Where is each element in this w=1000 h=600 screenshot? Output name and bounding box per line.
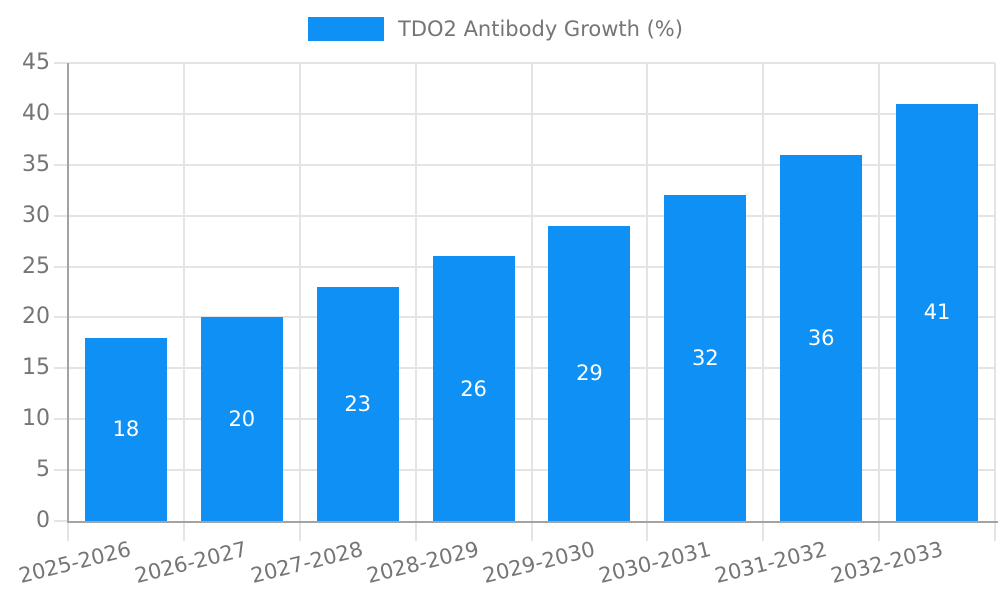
x-gridline xyxy=(878,63,881,521)
bar-value-label: 23 xyxy=(344,391,372,416)
bar-value-label: 20 xyxy=(228,407,256,432)
x-tick-label: 2027-2028 xyxy=(248,537,366,588)
bar: 29 xyxy=(548,225,631,521)
y-axis-tick xyxy=(54,316,68,319)
y-tick-label: 10 xyxy=(22,406,50,432)
y-axis-tick xyxy=(54,163,68,166)
x-axis-tick xyxy=(182,523,185,541)
bar: 18 xyxy=(84,337,167,521)
y-tick-label: 30 xyxy=(22,202,50,228)
bar-value-label: 41 xyxy=(923,300,951,325)
y-axis-tick xyxy=(54,367,68,370)
bar-value-label: 26 xyxy=(460,376,487,401)
x-axis-tick xyxy=(994,523,996,541)
x-axis-tick xyxy=(530,523,533,541)
x-axis-tick xyxy=(298,523,301,541)
legend-swatch-icon xyxy=(308,17,384,41)
x-tick-label: 2028-2029 xyxy=(364,537,482,588)
bar-value-label: 18 xyxy=(112,417,140,442)
y-axis-tick xyxy=(54,214,68,217)
y-tick-label: 0 xyxy=(36,508,50,533)
y-axis-tick xyxy=(54,62,68,64)
x-tick-label: 2032-2033 xyxy=(827,537,945,588)
x-gridline xyxy=(530,63,533,521)
x-gridline xyxy=(762,63,765,521)
x-tick-label: 2026-2027 xyxy=(132,537,250,588)
x-gridline xyxy=(182,63,185,521)
y-axis-tick xyxy=(54,418,68,421)
x-gridline xyxy=(994,63,996,521)
y-axis-tick xyxy=(54,265,68,268)
x-axis-tick xyxy=(646,523,649,541)
bar-value-label: 32 xyxy=(691,346,719,371)
x-gridline xyxy=(646,63,649,521)
bar: 26 xyxy=(432,256,515,521)
bar: 36 xyxy=(780,154,863,521)
x-tick-label: 2031-2032 xyxy=(712,537,829,588)
x-tick-label: 2029-2030 xyxy=(480,537,598,588)
x-axis-tick xyxy=(878,523,881,541)
bar: 20 xyxy=(200,317,283,521)
y-tick-label: 35 xyxy=(22,151,50,177)
x-axis-tick xyxy=(762,523,765,541)
x-gridline xyxy=(414,63,417,521)
bar: 23 xyxy=(316,286,399,521)
y-tick-label: 15 xyxy=(22,355,50,381)
bar: 41 xyxy=(896,103,979,521)
y-axis-tick xyxy=(54,469,68,472)
y-axis-tick xyxy=(54,112,68,115)
bar-value-label: 36 xyxy=(807,325,835,350)
y-tick-label: 20 xyxy=(22,304,50,330)
x-axis-tick xyxy=(67,523,69,541)
y-tick-label: 40 xyxy=(22,100,50,126)
y-tick-label: 5 xyxy=(36,457,50,483)
chart-legend[interactable]: TDO2 Antibody Growth (%) xyxy=(308,16,683,42)
x-axis-line xyxy=(67,521,998,523)
x-tick-label: 2030-2031 xyxy=(596,537,714,588)
x-axis-tick xyxy=(414,523,417,541)
y-tick-label: 25 xyxy=(22,253,50,279)
y-axis-line xyxy=(67,63,69,523)
legend-label: TDO2 Antibody Growth (%) xyxy=(398,17,683,41)
x-tick-label: 2025-2026 xyxy=(16,537,134,588)
x-gridline xyxy=(298,63,301,521)
y-axis-tick xyxy=(54,520,68,522)
y-tick-label: 45 xyxy=(22,50,50,75)
bar-value-label: 29 xyxy=(576,361,603,386)
bar: 32 xyxy=(664,195,747,521)
